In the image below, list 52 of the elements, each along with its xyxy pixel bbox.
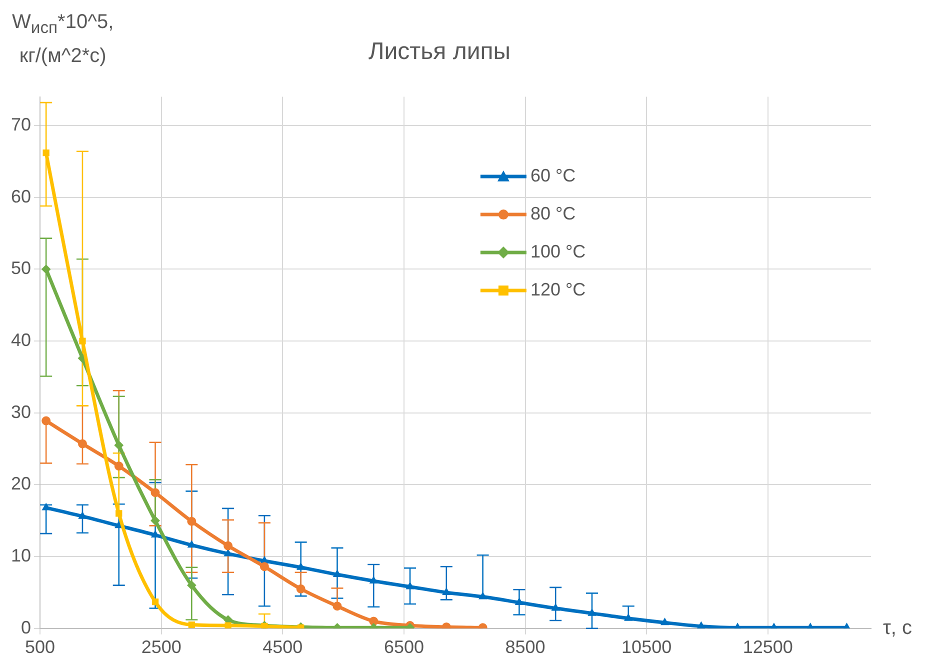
point — [188, 621, 195, 628]
point — [114, 440, 124, 450]
point — [187, 516, 196, 526]
point — [660, 618, 669, 626]
y-tick-label: 50 — [10, 258, 32, 278]
x-tick-label: 500 — [25, 637, 56, 658]
point — [152, 598, 159, 606]
legend-label: 120 °C — [530, 280, 586, 300]
point — [224, 622, 232, 628]
point — [296, 562, 305, 570]
x-tick-label: 6500 — [384, 637, 424, 658]
x-tick-label: 4500 — [262, 637, 303, 658]
chart-title: Листья липы — [368, 38, 510, 66]
point — [114, 462, 124, 471]
point — [406, 582, 414, 590]
legend-label: 60 °C — [530, 166, 576, 186]
x-tick-label: 2500 — [141, 637, 182, 658]
legend-label: 80 °C — [530, 204, 576, 224]
y-tick-label: 70 — [10, 114, 32, 135]
x-tick-label: 8500 — [505, 637, 546, 658]
y-tick-label: 20 — [10, 474, 32, 494]
point — [188, 540, 196, 548]
y-tick-label: 40 — [10, 330, 32, 350]
y-axis-title: W$_{исп}$*10^5, кг/(м^2*с) — [12, 10, 114, 69]
x-tick-label: 12500 — [742, 637, 793, 658]
point — [78, 439, 87, 448]
x-axis-title: τ, с — [883, 616, 912, 639]
point — [224, 549, 232, 556]
point — [116, 510, 122, 517]
point — [370, 576, 378, 584]
point — [260, 562, 269, 572]
point — [79, 338, 86, 344]
y-tick-label: 30 — [10, 402, 32, 422]
y-tick-label: 0 — [21, 617, 32, 638]
point — [552, 604, 560, 611]
point — [296, 584, 306, 594]
point — [624, 614, 632, 621]
point — [333, 570, 342, 578]
point — [588, 608, 596, 616]
y-tick-label: 10 — [10, 546, 32, 566]
point — [515, 598, 524, 606]
x-tick-label: 10500 — [622, 637, 672, 658]
point — [150, 516, 160, 526]
point — [442, 588, 450, 595]
point — [224, 541, 233, 550]
point — [332, 602, 342, 611]
point — [187, 580, 196, 590]
y-tick-label: 60 — [10, 186, 32, 206]
point — [478, 592, 487, 600]
point — [78, 512, 86, 519]
point — [150, 488, 160, 498]
legend-label: 100 °C — [530, 242, 586, 262]
